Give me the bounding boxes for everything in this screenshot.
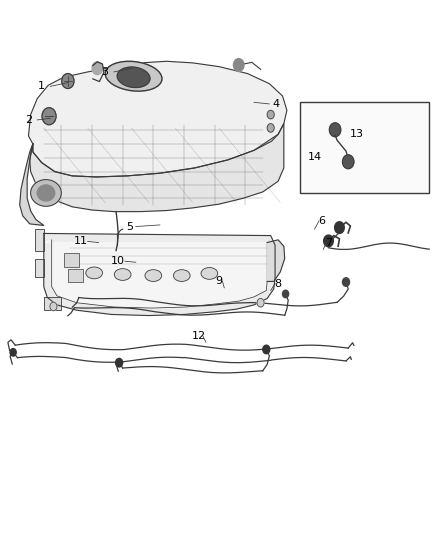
Circle shape [62, 74, 74, 88]
Bar [35, 229, 44, 251]
Circle shape [10, 349, 16, 356]
Circle shape [335, 222, 344, 233]
Text: 11: 11 [74, 237, 88, 246]
Circle shape [257, 298, 264, 307]
Text: 9: 9 [215, 277, 223, 286]
Bar [44, 297, 61, 310]
Ellipse shape [145, 270, 162, 281]
Text: 3: 3 [102, 67, 109, 77]
Polygon shape [44, 233, 275, 316]
Circle shape [324, 235, 333, 247]
Text: 5: 5 [126, 222, 133, 231]
Polygon shape [20, 144, 44, 225]
Circle shape [116, 358, 123, 367]
Circle shape [329, 123, 341, 136]
Text: 12: 12 [192, 331, 206, 341]
Circle shape [263, 345, 270, 354]
Circle shape [42, 108, 56, 125]
Bar [35, 259, 44, 277]
Circle shape [343, 155, 354, 168]
Text: 14: 14 [308, 152, 322, 162]
Circle shape [50, 302, 57, 311]
Text: 4: 4 [272, 99, 279, 109]
Text: 1: 1 [38, 82, 45, 91]
Polygon shape [44, 240, 267, 308]
Bar [64, 253, 79, 266]
Text: 10: 10 [111, 256, 125, 266]
Bar [300, 102, 429, 193]
Text: 2: 2 [25, 115, 32, 125]
Ellipse shape [201, 268, 218, 279]
Circle shape [343, 278, 350, 286]
Ellipse shape [117, 67, 150, 87]
Circle shape [92, 62, 102, 75]
Polygon shape [30, 124, 284, 212]
Text: 6: 6 [318, 216, 325, 226]
Ellipse shape [86, 267, 102, 279]
Polygon shape [28, 61, 287, 177]
Circle shape [283, 290, 289, 297]
Ellipse shape [114, 269, 131, 280]
Bar [68, 269, 83, 282]
Text: 8: 8 [275, 279, 282, 288]
Ellipse shape [173, 270, 190, 281]
Text: 13: 13 [350, 130, 364, 139]
Text: 7: 7 [325, 238, 332, 247]
Circle shape [233, 59, 244, 71]
Polygon shape [267, 240, 285, 281]
Ellipse shape [105, 61, 162, 91]
Ellipse shape [31, 180, 61, 206]
Ellipse shape [37, 185, 55, 201]
Circle shape [267, 110, 274, 119]
Circle shape [267, 124, 274, 132]
